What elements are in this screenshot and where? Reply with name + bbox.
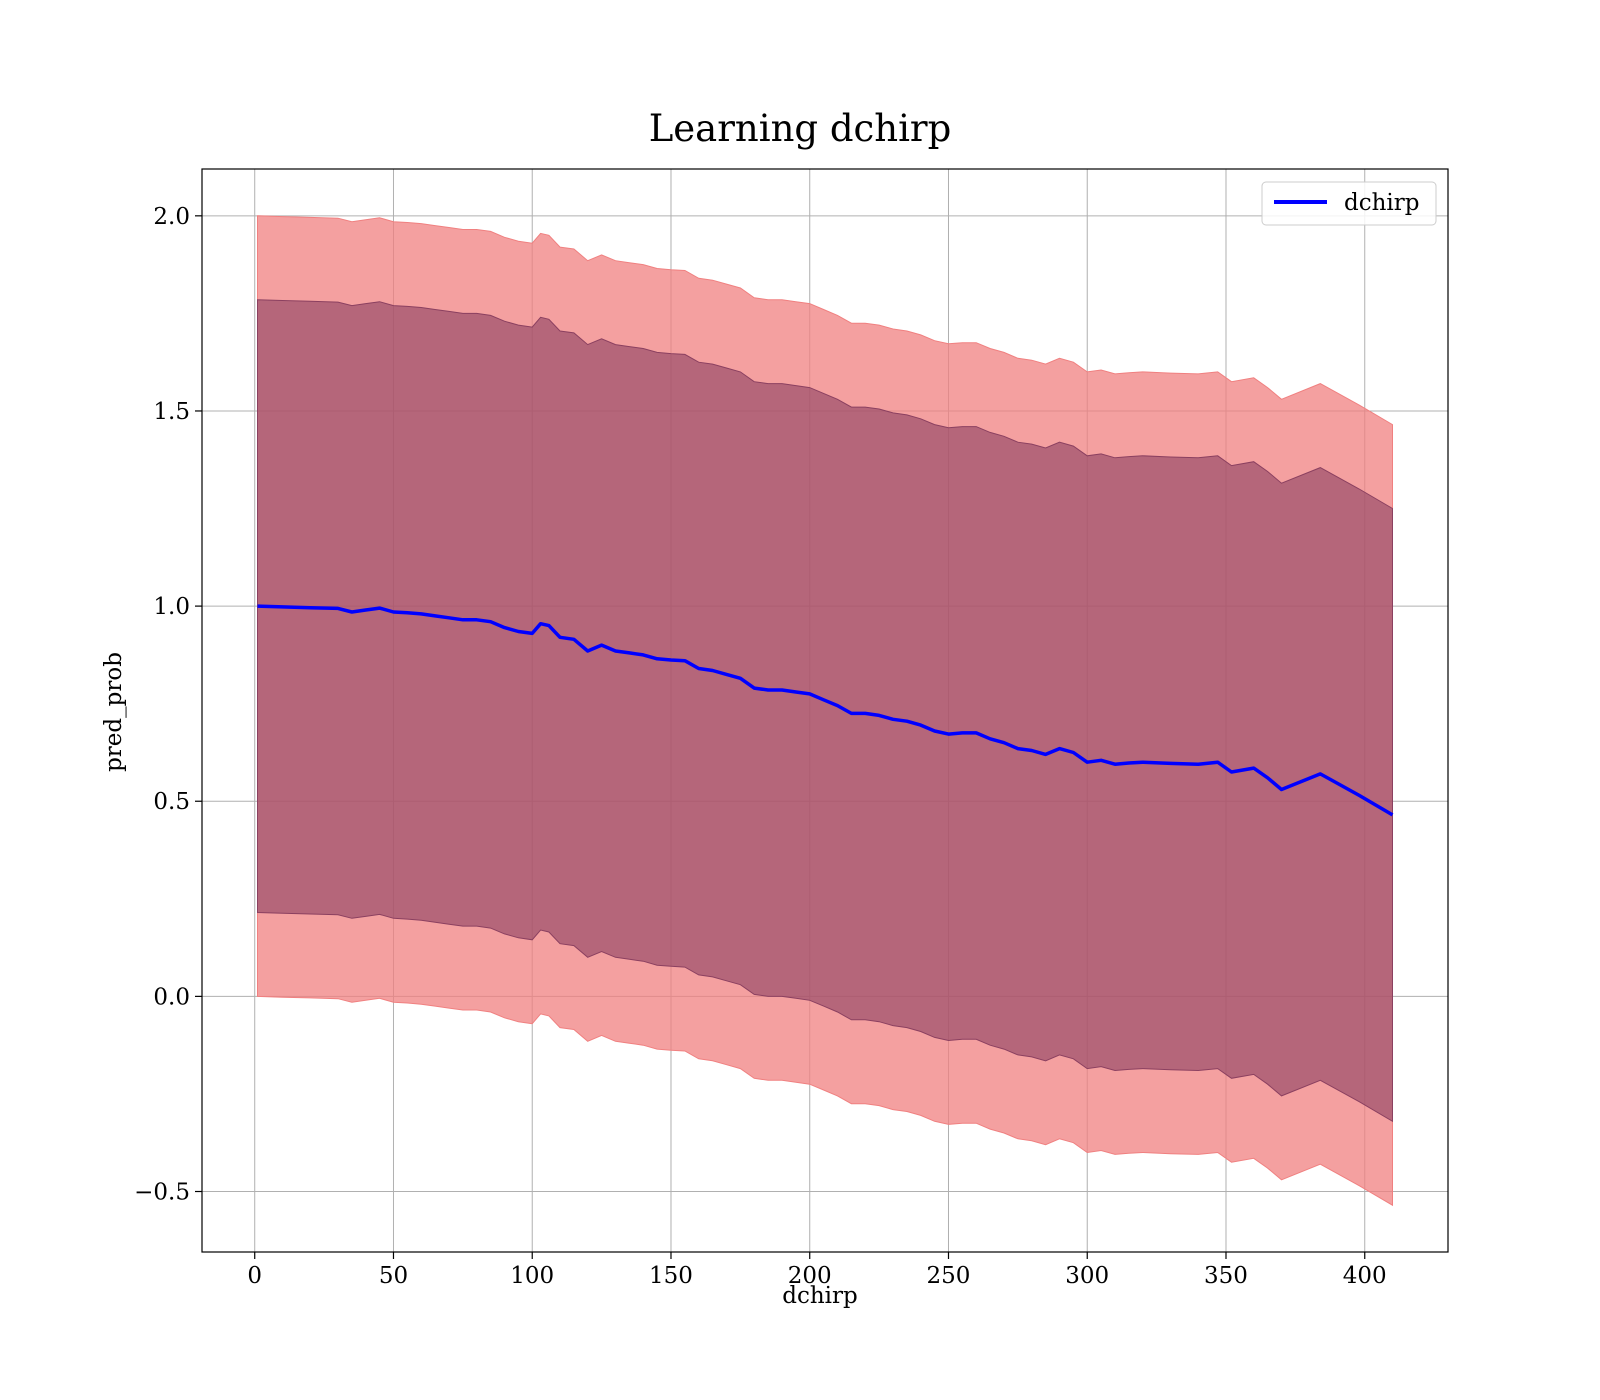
x-tick-label-2: 100 xyxy=(510,1263,554,1289)
y-axis-label: pred_prob xyxy=(101,652,127,772)
legend: dchirp xyxy=(1261,181,1437,226)
band-1 xyxy=(257,299,1393,1123)
x-tick-label-4: 200 xyxy=(788,1263,832,1289)
x-tick-label-5: 250 xyxy=(927,1263,971,1289)
x-tick-label-8: 400 xyxy=(1343,1263,1387,1289)
x-tick-label-1: 50 xyxy=(379,1263,408,1289)
x-tick-label-0: 0 xyxy=(247,1263,262,1289)
y-tick-label-1: 0.0 xyxy=(153,984,190,1010)
axes-frame xyxy=(201,168,1449,1253)
x-tick-label-3: 150 xyxy=(649,1263,693,1289)
y-tick-label-5: 2.0 xyxy=(153,204,190,230)
confidence-bands xyxy=(257,215,1393,1207)
y-tick-label-2: 0.5 xyxy=(153,789,190,815)
series-line-dchirp xyxy=(257,604,1394,817)
series-lines xyxy=(257,604,1394,817)
axes-border xyxy=(201,168,1449,1253)
y-tick-label-4: 1.5 xyxy=(153,399,190,425)
y-axis: −0.5 0.0 0.5 1.0 1.5 2.0 xyxy=(134,204,202,1206)
x-tick-label-6: 300 xyxy=(1065,1263,1109,1289)
legend-box xyxy=(1261,181,1437,226)
y-tick-label-3: 1.0 xyxy=(153,594,190,620)
x-axis: 0 50 100 150 200 250 300 350 400 xyxy=(247,1252,1387,1289)
x-tick-label-7: 350 xyxy=(1204,1263,1248,1289)
chart-title: Learning dchirp xyxy=(649,107,952,150)
x-axis-label: dchirp xyxy=(782,1283,858,1309)
y-tick-label-0: −0.5 xyxy=(134,1180,190,1206)
legend-label-dchirp: dchirp xyxy=(1344,190,1420,216)
